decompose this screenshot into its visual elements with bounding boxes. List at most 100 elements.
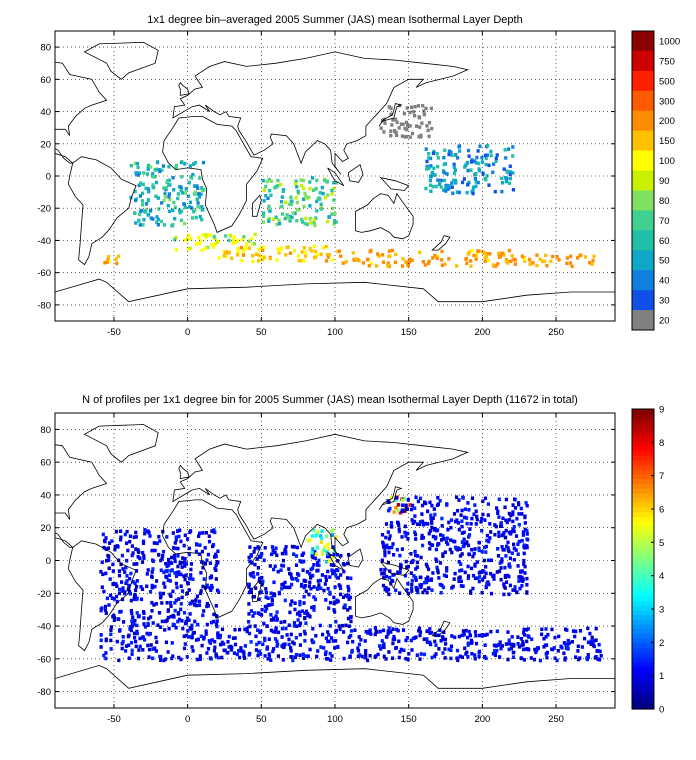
data-cell [484, 156, 488, 161]
data-cell [197, 191, 201, 196]
data-cell [515, 516, 519, 521]
data-cell [174, 535, 178, 539]
data-cell [104, 611, 108, 615]
data-cell [553, 635, 557, 640]
y-tick-label: 60 [40, 75, 51, 86]
data-cell [427, 134, 431, 139]
data-cell [125, 574, 129, 578]
data-cell [231, 636, 236, 640]
data-cell [347, 624, 351, 628]
data-cell [267, 177, 271, 182]
data-cell [389, 112, 393, 117]
data-cell [284, 545, 288, 549]
data-cell [469, 168, 473, 172]
data-cell [398, 570, 402, 574]
data-cell [239, 245, 243, 250]
colorbar-swatch [632, 507, 654, 513]
colorbar-swatch [632, 587, 654, 593]
data-cell [241, 237, 245, 242]
data-cell [129, 640, 134, 645]
data-cell [545, 655, 549, 660]
data-cell [288, 219, 292, 223]
data-cell [467, 552, 471, 556]
data-cell [522, 627, 526, 632]
colorbar-swatch [632, 577, 654, 584]
data-cell [264, 587, 268, 591]
data-cell [293, 601, 297, 605]
data-cell [263, 546, 267, 550]
data-cell [511, 145, 515, 149]
data-cell [113, 544, 117, 549]
data-cell [422, 652, 427, 657]
colorbar-label: 500 [659, 76, 675, 87]
data-cell [180, 209, 184, 213]
data-cell [270, 598, 274, 603]
data-cell [228, 233, 232, 238]
data-cell [173, 541, 177, 545]
data-cell [409, 571, 413, 575]
data-cell [525, 528, 529, 533]
data-cell [166, 203, 170, 208]
data-cell [182, 646, 187, 651]
y-tick-label: -80 [37, 687, 51, 698]
data-cell [134, 171, 138, 175]
data-cell [261, 178, 265, 183]
data-cell [133, 581, 137, 586]
data-cell [439, 590, 443, 595]
data-cell [440, 258, 444, 262]
data-cell [479, 520, 483, 524]
data-cell [322, 588, 326, 593]
data-cell [418, 250, 422, 255]
data-cell [504, 497, 508, 502]
data-cell [141, 182, 145, 187]
data-cell [326, 219, 330, 224]
data-cell [482, 545, 487, 550]
data-cell [504, 642, 508, 646]
data-cell [197, 603, 202, 608]
data-cell [442, 169, 446, 173]
data-cell [308, 580, 312, 585]
data-cell [232, 235, 237, 239]
data-cell [334, 639, 338, 643]
data-cell [320, 185, 324, 190]
data-cell [473, 653, 477, 657]
data-cell [135, 597, 139, 602]
data-cell [187, 618, 191, 622]
data-cell [302, 197, 306, 201]
data-cell [437, 647, 441, 651]
data-cell [511, 655, 516, 659]
data-cell [455, 495, 459, 499]
data-cell [446, 527, 450, 532]
y-tick-label: -20 [37, 204, 51, 215]
data-cell [275, 617, 279, 621]
data-cell [264, 590, 268, 595]
data-cell [470, 160, 474, 164]
data-cell [338, 627, 342, 632]
data-cell [135, 562, 139, 566]
data-cell [480, 590, 484, 595]
data-cell [325, 179, 329, 183]
data-cell [526, 647, 530, 651]
data-cell [439, 185, 443, 189]
data-cell [284, 626, 288, 631]
data-cell [267, 652, 271, 656]
data-cell [108, 577, 112, 581]
data-cell [130, 619, 134, 623]
data-cell [472, 253, 476, 258]
data-cell [276, 642, 280, 647]
colorbar-swatch [632, 615, 654, 621]
data-cell [408, 124, 412, 128]
data-cell [497, 251, 501, 256]
data-cell [239, 646, 243, 650]
data-cell [212, 648, 216, 653]
data-cell [325, 550, 329, 554]
data-cell [525, 639, 529, 644]
data-cell [151, 217, 155, 221]
data-cell [180, 560, 184, 565]
data-cell [414, 553, 418, 558]
data-cell [99, 607, 103, 612]
data-cell [146, 213, 150, 217]
data-cell [434, 652, 438, 656]
data-cell [322, 646, 326, 650]
data-cell [203, 562, 207, 566]
